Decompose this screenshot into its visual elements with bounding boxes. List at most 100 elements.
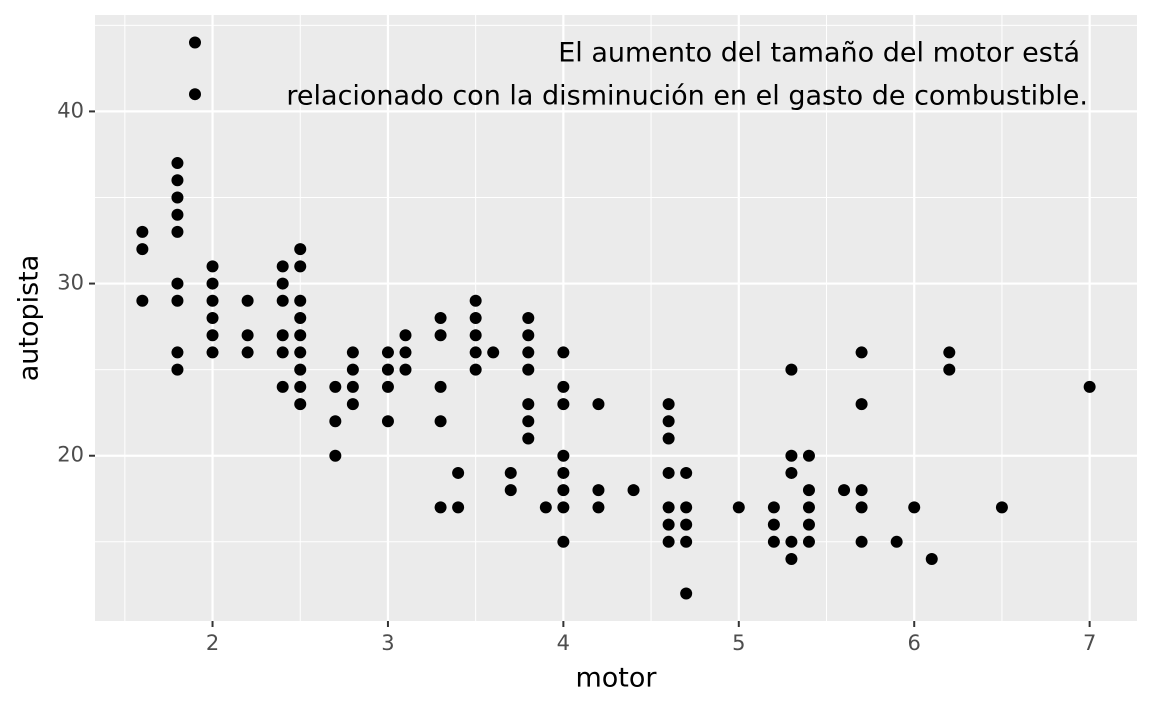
point (294, 380, 307, 393)
point (469, 294, 482, 307)
point (241, 294, 254, 307)
point (171, 363, 184, 376)
y-tick-label: 20 (57, 443, 84, 467)
point (802, 484, 815, 497)
point (206, 346, 219, 359)
point (557, 449, 570, 462)
point (662, 501, 675, 514)
point (276, 260, 289, 273)
point (1083, 380, 1096, 393)
point (206, 260, 219, 273)
annotation: relacionado con la disminución en el gas… (286, 81, 1088, 112)
point (294, 243, 307, 256)
point (522, 363, 535, 376)
point (469, 346, 482, 359)
point (329, 380, 342, 393)
x-tick-label: 4 (557, 631, 570, 655)
point (522, 398, 535, 411)
point (434, 329, 447, 342)
point (557, 501, 570, 514)
point (381, 380, 394, 393)
point (504, 466, 517, 479)
point (662, 415, 675, 428)
point (662, 535, 675, 548)
point (399, 346, 412, 359)
point (346, 363, 359, 376)
point (855, 398, 868, 411)
point (890, 535, 903, 548)
x-tick-label: 6 (908, 631, 921, 655)
point (171, 294, 184, 307)
point (276, 380, 289, 393)
point (434, 380, 447, 393)
point (381, 415, 394, 428)
point (680, 587, 693, 600)
point (241, 329, 254, 342)
point (838, 484, 851, 497)
point (136, 243, 149, 256)
point (381, 363, 394, 376)
point (522, 329, 535, 342)
point (557, 380, 570, 393)
point (855, 484, 868, 497)
point (855, 346, 868, 359)
point (171, 191, 184, 204)
point (206, 277, 219, 290)
point (557, 398, 570, 411)
point (434, 415, 447, 428)
point (785, 466, 798, 479)
x-tick-label: 2 (206, 631, 219, 655)
point (469, 329, 482, 342)
y-tick-label: 30 (57, 271, 84, 295)
point (802, 535, 815, 548)
point (680, 535, 693, 548)
point (785, 363, 798, 376)
point (452, 466, 465, 479)
point (346, 380, 359, 393)
point (276, 277, 289, 290)
point (206, 294, 219, 307)
point (680, 466, 693, 479)
point (995, 501, 1008, 514)
point (346, 398, 359, 411)
point (943, 346, 956, 359)
point (662, 518, 675, 531)
point (557, 535, 570, 548)
point (399, 363, 412, 376)
point (329, 415, 342, 428)
x-tick-label: 5 (732, 631, 745, 655)
point (241, 346, 254, 359)
point (469, 363, 482, 376)
point (557, 484, 570, 497)
point (171, 174, 184, 187)
point (522, 312, 535, 324)
point (522, 432, 535, 445)
point (785, 449, 798, 462)
point (557, 466, 570, 479)
point (767, 535, 780, 548)
point (662, 466, 675, 479)
point (785, 553, 798, 566)
point (171, 208, 184, 221)
point (802, 501, 815, 514)
point (171, 277, 184, 290)
point (434, 312, 447, 324)
x-tick-label: 7 (1083, 631, 1096, 655)
point (294, 312, 307, 324)
point (294, 260, 307, 273)
point (171, 346, 184, 359)
point (908, 501, 921, 514)
point (925, 553, 938, 566)
point (662, 398, 675, 411)
point (294, 294, 307, 307)
panel (95, 15, 1137, 621)
point (188, 36, 201, 49)
point (294, 398, 307, 411)
y-axis-label: autopista (14, 255, 45, 382)
point (680, 501, 693, 514)
point (206, 329, 219, 342)
point (680, 518, 693, 531)
point (434, 501, 447, 514)
point (627, 484, 640, 497)
